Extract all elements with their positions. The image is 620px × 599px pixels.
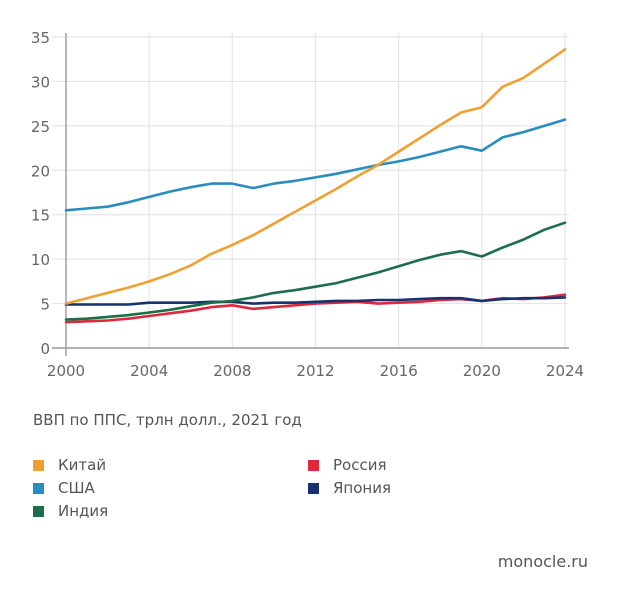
legend-swatch-japan xyxy=(308,482,319,494)
legend-label-china: Китай xyxy=(58,456,107,474)
legend-item-russia: Россия xyxy=(308,456,387,474)
x-tick-label: 2024 xyxy=(546,362,584,380)
legend-item-japan: Япония xyxy=(308,479,391,497)
y-tick-label: 15 xyxy=(31,207,50,225)
legend-swatch-india xyxy=(33,505,44,517)
x-tick-label: 2004 xyxy=(130,362,168,380)
legend-item-china: Китай xyxy=(33,456,106,474)
x-tick-label: 2016 xyxy=(380,362,418,380)
x-tick-label: 2020 xyxy=(463,362,501,380)
series-lines xyxy=(64,48,567,324)
series-line-japan xyxy=(64,296,567,306)
y-tick-label: 0 xyxy=(40,340,50,358)
legend-label-russia: Россия xyxy=(333,456,387,474)
legend-swatch-usa xyxy=(33,482,44,494)
x-tick-label: 2008 xyxy=(213,362,251,380)
y-tick-label: 35 xyxy=(31,29,50,47)
legend-item-usa: США xyxy=(33,479,95,497)
legend-item-india: Индия xyxy=(33,502,108,520)
legend-label-usa: США xyxy=(58,479,95,497)
y-tick-label: 20 xyxy=(31,162,50,180)
axes xyxy=(52,33,569,356)
y-tick-label: 5 xyxy=(40,296,50,314)
legend-swatch-china xyxy=(33,459,44,471)
legend-label-japan: Япония xyxy=(333,479,391,497)
y-tick-label: 30 xyxy=(31,73,50,91)
chart-caption: ВВП по ППС, трлн долл., 2021 год xyxy=(33,411,302,429)
series-line-usa xyxy=(64,118,567,212)
x-tick-label: 2012 xyxy=(296,362,334,380)
legend: Китай США Индия Россия Япония xyxy=(33,456,453,526)
source-credit: monocle.ru xyxy=(497,552,588,571)
x-tick-labels: 2000 2004 2008 2012 2016 2020 2024 xyxy=(47,362,584,380)
y-tick-label: 25 xyxy=(31,118,50,136)
y-tick-labels: 0 5 10 15 20 25 30 35 xyxy=(31,29,50,358)
legend-label-india: Индия xyxy=(58,502,109,520)
x-tick-label: 2000 xyxy=(47,362,85,380)
y-tick-label: 10 xyxy=(31,251,50,269)
series-line-china xyxy=(64,48,567,305)
legend-swatch-russia xyxy=(308,459,319,471)
series-line-india xyxy=(64,221,567,321)
